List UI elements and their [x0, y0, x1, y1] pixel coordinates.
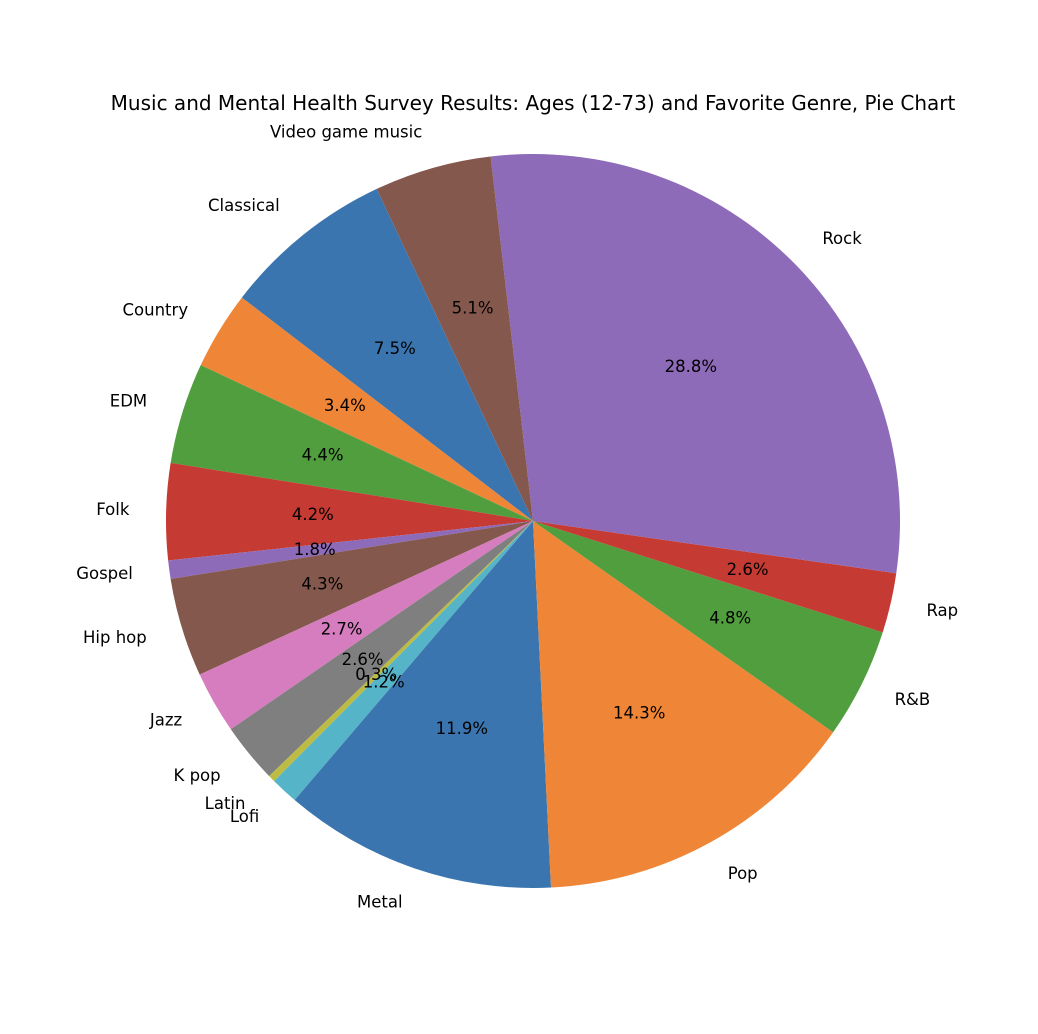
slice-pct-country: 3.4%	[324, 396, 366, 415]
slice-pct-video-game-music: 5.1%	[452, 299, 494, 318]
slice-label-rock: Rock	[822, 229, 862, 248]
slice-pct-gospel: 1.8%	[294, 540, 336, 559]
slice-pct-pop: 14.3%	[613, 703, 665, 722]
pie-slice-gospel	[168, 521, 533, 579]
pie-slice-pop	[533, 521, 834, 888]
pie-slice-video-game-music	[376, 156, 533, 521]
slice-pct-r-b: 4.8%	[709, 608, 751, 627]
slice-pct-hip-hop: 4.3%	[301, 575, 343, 594]
pie-slice-lofi	[274, 521, 533, 801]
pie-slice-country	[200, 297, 534, 521]
slice-pct-classical: 7.5%	[374, 339, 416, 358]
chart-title: Music and Mental Health Survey Results: …	[111, 91, 956, 115]
pie-slice-k-pop	[230, 521, 533, 777]
pie-slice-edm	[170, 365, 533, 521]
slice-label-latin: Latin	[205, 794, 246, 813]
slice-label-video-game-music: Video game music	[270, 122, 422, 141]
pie-slice-folk	[166, 462, 533, 561]
pie-slice-rock	[490, 153, 901, 574]
slice-pct-k-pop: 2.6%	[342, 650, 384, 669]
pie-slices	[166, 153, 901, 888]
slice-label-r-b: R&B	[895, 690, 931, 709]
pie-labels: Classical 7.5% Country 3.4% EDM 4.4% Folk 4.2% G…	[76, 122, 958, 911]
slice-label-folk: Folk	[96, 500, 130, 519]
slice-label-gospel: Gospel	[76, 564, 133, 583]
slice-pct-latin: 0.3%	[355, 665, 397, 684]
pie-slice-jazz	[199, 521, 533, 730]
slice-label-pop: Pop	[728, 864, 758, 883]
slice-label-hip-hop: Hip hop	[83, 628, 147, 647]
slice-label-rap: Rap	[926, 601, 958, 620]
slice-pct-rock: 28.8%	[665, 357, 717, 376]
slice-label-jazz: Jazz	[149, 710, 182, 729]
pie-slice-metal	[294, 521, 552, 888]
slice-pct-rap: 2.6%	[727, 560, 769, 579]
slice-pct-edm: 4.4%	[302, 446, 344, 465]
slice-label-k-pop: K pop	[174, 766, 221, 785]
slice-pct-lofi: 1.2%	[363, 672, 405, 691]
slice-label-country: Country	[123, 301, 189, 320]
pie-slice-r-b	[533, 521, 883, 733]
pie-slice-latin	[269, 521, 533, 782]
pie-slice-rap	[533, 521, 897, 633]
pie-slice-hip-hop	[170, 521, 533, 675]
slice-label-metal: Metal	[357, 893, 403, 912]
slice-label-edm: EDM	[110, 392, 147, 411]
slice-pct-metal: 11.9%	[436, 719, 488, 738]
pie-slice-classical	[241, 188, 533, 521]
slice-pct-folk: 4.2%	[292, 505, 334, 524]
slice-pct-jazz: 2.7%	[321, 619, 363, 638]
slice-label-lofi: Lofi	[230, 807, 259, 826]
slice-label-classical: Classical	[208, 196, 280, 215]
